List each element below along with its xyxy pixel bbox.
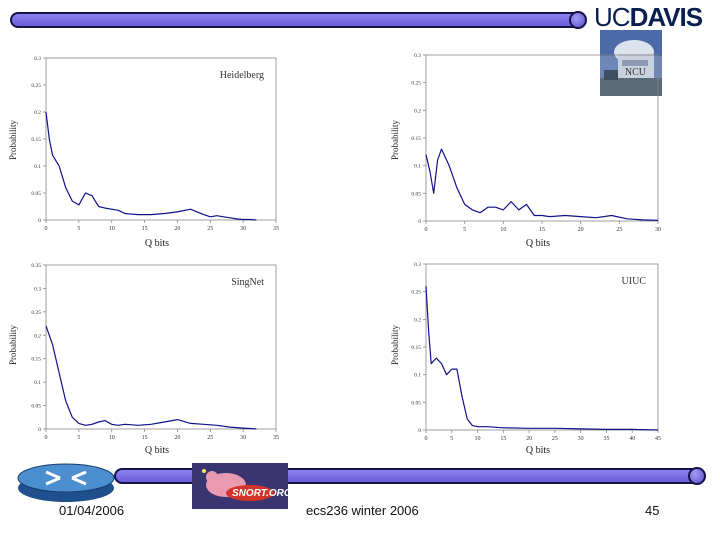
- chart-1-title: Heidelberg: [220, 70, 264, 81]
- chart-1-xtick-label: 25: [207, 226, 213, 232]
- title-bar-knob: [569, 11, 587, 29]
- charts-area: 00.050.10.150.20.250.30 5 10 15 20 25 30 35Heid…: [8, 53, 661, 456]
- chart-1-xtick-label: 35: [273, 226, 279, 232]
- ucdavis-logo: UCDAVIS: [594, 2, 704, 32]
- chart-4-title: UIUC: [622, 276, 647, 287]
- chart-2-ytick-label: 0.2: [414, 108, 421, 114]
- chart-1-ytick-label: 0.2: [34, 110, 41, 116]
- footer-page-number: 45: [645, 503, 660, 518]
- chart-4-ytick-label: 0.1: [414, 373, 421, 379]
- chart-4-xtick-label: 40: [629, 436, 635, 442]
- chart-1-xtick-label: 10: [109, 226, 115, 232]
- chart-4-ytick-label: 0.2: [414, 317, 421, 323]
- chart-3-xtick-label: 30: [240, 435, 246, 441]
- chart-3-xtick-label: 15: [142, 435, 148, 441]
- chart-2-series-line: [425, 148, 659, 221]
- chart-1-xtick-label: 0: [45, 226, 48, 232]
- chart-3-ytick-label: 0.3: [34, 286, 41, 292]
- chart-2-ytick-label: 0.15: [411, 136, 421, 142]
- chart-3-xtick-label: 5: [77, 435, 80, 441]
- chart-2-title: NCU: [625, 67, 647, 78]
- brand-davis: DAVIS: [629, 2, 704, 32]
- chart-4-xtick-label: 30: [578, 436, 584, 442]
- chart-1-xtick-label: 15: [142, 226, 148, 232]
- chart-3-ytick-label: 0.2: [34, 333, 41, 339]
- chart-2-xtick-label: 25: [616, 227, 622, 233]
- router-logo: [16, 462, 116, 502]
- snort-logo: SNORT.ORG: [192, 463, 288, 509]
- snort-logo-text: SNORT.ORG: [232, 488, 288, 499]
- chart-2-ytick-label: 0.3: [414, 53, 421, 59]
- chart-3-xlabel: Q bits: [145, 445, 169, 456]
- chart-1-ytick-label: 0: [38, 218, 41, 224]
- chart-3-ytick-label: 0: [38, 427, 41, 433]
- chart-4-series-line: [425, 286, 659, 431]
- chart-3-series-line: [45, 325, 257, 430]
- chart-4-ytick-label: 0.25: [411, 290, 421, 296]
- chart-1-xlabel: Q bits: [145, 238, 169, 249]
- chart-2-ytick-label: 0.05: [411, 191, 421, 197]
- chart-1-ylabel: Probability: [8, 120, 18, 160]
- chart-1-xtick-label: 20: [174, 226, 180, 232]
- chart-2-xlabel: Q bits: [526, 238, 550, 249]
- chart-4-ytick-label: 0.3: [414, 262, 421, 268]
- chart-3-ytick-label: 0.05: [31, 404, 41, 410]
- chart-3-xtick-label: 10: [109, 435, 115, 441]
- chart-4-xlabel: Q bits: [526, 445, 550, 456]
- chart-1-xtick-label: 5: [77, 226, 80, 232]
- chart-1-frame: [45, 57, 277, 221]
- chart-1-ytick-label: 0.25: [31, 83, 41, 89]
- footer-date: 01/04/2006: [59, 503, 125, 518]
- chart-4-ylabel: Probability: [390, 325, 400, 365]
- chart-4-xtick-label: 20: [526, 436, 532, 442]
- chart-3-ytick-label: 0.35: [31, 263, 41, 269]
- chart-4-xtick-label: 0: [425, 436, 428, 442]
- chart-4-ytick-label: 0.15: [411, 345, 421, 351]
- chart-3-ytick-label: 0.1: [34, 380, 41, 386]
- chart-4-xtick-label: 25: [552, 436, 558, 442]
- footer-bar-knob: [688, 467, 706, 485]
- brand-uc: UC: [594, 2, 631, 32]
- chart-3-ytick-label: 0.15: [31, 357, 41, 363]
- chart-4-frame: [425, 263, 659, 431]
- chart-3-title: SingNet: [231, 277, 264, 288]
- chart-2-xtick-label: 15: [539, 227, 545, 233]
- chart-1-ytick-label: 0.1: [34, 164, 41, 170]
- chart-2-ylabel: Probability: [390, 120, 400, 160]
- chart-4-ytick-label: 0.05: [411, 400, 421, 406]
- chart-2-xtick-label: 30: [655, 227, 661, 233]
- chart-3-ytick-label: 0.25: [31, 310, 41, 316]
- chart-2-xtick-label: 20: [578, 227, 584, 233]
- chart-3-frame: [45, 264, 277, 430]
- chart-4-ytick-label: 0: [418, 428, 421, 434]
- chart-3-xtick-label: 35: [273, 435, 279, 441]
- chart-1-ytick-label: 0.3: [34, 56, 41, 62]
- chart-3-xtick-label: 20: [174, 435, 180, 441]
- chart-2-xtick-label: 5: [463, 227, 466, 233]
- chart-2-ytick-label: 0.1: [414, 164, 421, 170]
- chart-1-xtick-label: 30: [240, 226, 246, 232]
- footer-course: ecs236 winter 2006: [306, 503, 419, 518]
- chart-4-xtick-label: 15: [500, 436, 506, 442]
- chart-2-xtick-label: 0: [425, 227, 428, 233]
- chart-4-xtick-label: 5: [450, 436, 453, 442]
- chart-4-xtick-label: 10: [475, 436, 481, 442]
- chart-1-ytick-label: 0.15: [31, 137, 41, 143]
- chart-1-ytick-label: 0.05: [31, 191, 41, 197]
- chart-4-xtick-label: 45: [655, 436, 661, 442]
- chart-2-xtick-label: 10: [500, 227, 506, 233]
- chart-2-ytick-label: 0.25: [411, 81, 421, 87]
- chart-4-xtick-label: 35: [603, 436, 609, 442]
- chart-1-series-line: [45, 111, 257, 221]
- chart-3-xtick-label: 25: [207, 435, 213, 441]
- chart-3-ylabel: Probability: [8, 325, 18, 365]
- campus-photo: [600, 30, 662, 96]
- chart-2-ytick-label: 0: [418, 219, 421, 225]
- chart-3-xtick-label: 0: [45, 435, 48, 441]
